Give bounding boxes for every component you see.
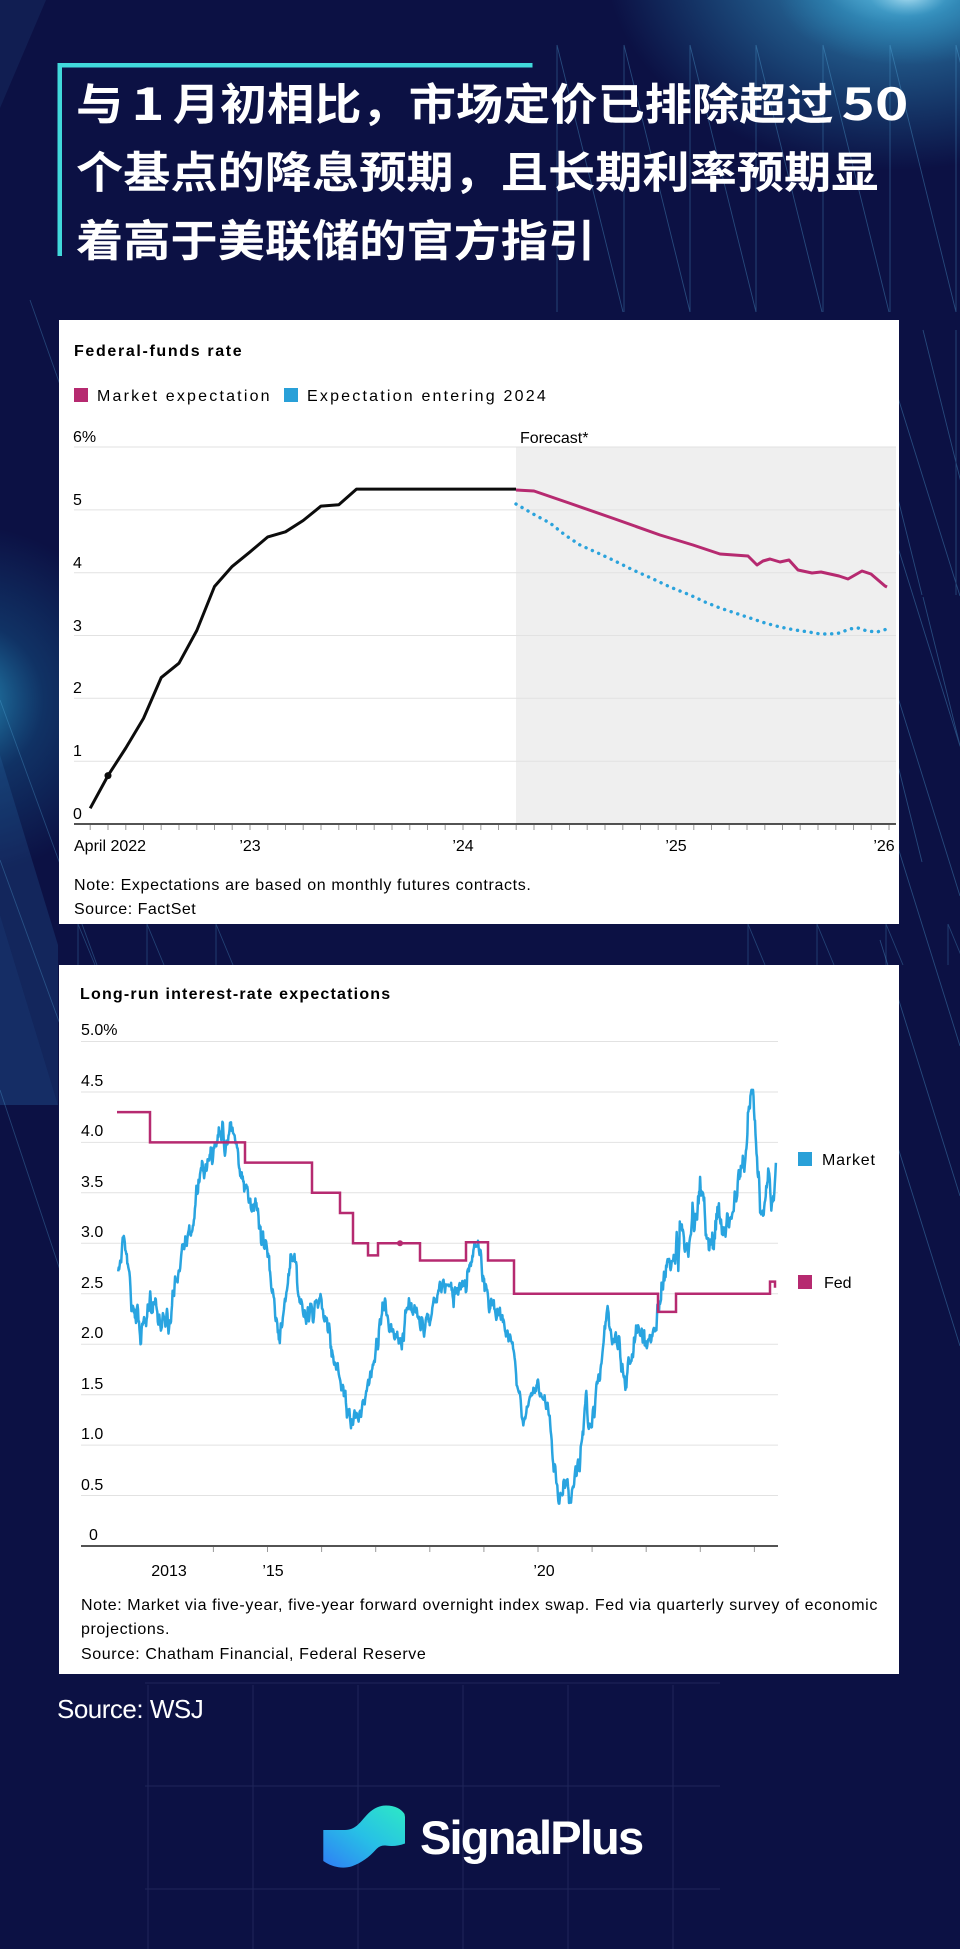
svg-text:Note: Market via five-year, fi: Note: Market via five-year, five-year fo…	[81, 1597, 878, 1614]
svg-text:5: 5	[73, 492, 82, 509]
svg-text:1.0: 1.0	[81, 1426, 103, 1443]
svg-text:April 2022: April 2022	[74, 838, 146, 855]
svg-text:’24: ’24	[452, 838, 473, 855]
svg-text:3.0: 3.0	[81, 1224, 103, 1241]
svg-text:0: 0	[89, 1527, 98, 1544]
svg-text:Federal-funds rate: Federal-funds rate	[74, 343, 243, 360]
svg-text:3.5: 3.5	[81, 1174, 103, 1191]
svg-text:Fed: Fed	[824, 1275, 852, 1292]
svg-text:0: 0	[73, 806, 82, 823]
svg-text:Source: Chatham Financial, Fed: Source: Chatham Financial, Federal Reser…	[81, 1646, 426, 1663]
svg-text:2.0: 2.0	[81, 1325, 103, 1342]
svg-text:4.0: 4.0	[81, 1123, 103, 1140]
svg-text:3: 3	[73, 618, 82, 635]
svg-text:6%: 6%	[73, 429, 96, 446]
svg-text:Forecast*: Forecast*	[520, 430, 588, 447]
svg-text:2: 2	[73, 680, 82, 697]
svg-text:Source: FactSet: Source: FactSet	[74, 901, 196, 918]
svg-text:Long-run interest-rate expecta: Long-run interest-rate expectations	[80, 986, 391, 1003]
svg-text:2.5: 2.5	[81, 1275, 103, 1292]
svg-text:0.5: 0.5	[81, 1477, 103, 1494]
svg-text:’26: ’26	[873, 838, 894, 855]
svg-text:4.5: 4.5	[81, 1073, 103, 1090]
svg-text:5.0%: 5.0%	[81, 1022, 117, 1039]
svg-text:Market expectation: Market expectation	[97, 388, 272, 405]
svg-text:2013: 2013	[151, 1563, 187, 1580]
svg-text:’25: ’25	[665, 838, 686, 855]
svg-text:’15: ’15	[262, 1563, 283, 1580]
svg-text:4: 4	[73, 555, 82, 572]
svg-text:projections.: projections.	[81, 1621, 170, 1638]
svg-text:1: 1	[73, 743, 82, 760]
svg-text:Expectation entering 2024: Expectation entering 2024	[307, 388, 548, 405]
svg-text:’23: ’23	[239, 838, 260, 855]
svg-text:1.5: 1.5	[81, 1376, 103, 1393]
svg-text:Market: Market	[822, 1152, 876, 1169]
svg-text:’20: ’20	[533, 1563, 554, 1580]
svg-text:Note: Expectations are based o: Note: Expectations are based on monthly …	[74, 877, 531, 894]
